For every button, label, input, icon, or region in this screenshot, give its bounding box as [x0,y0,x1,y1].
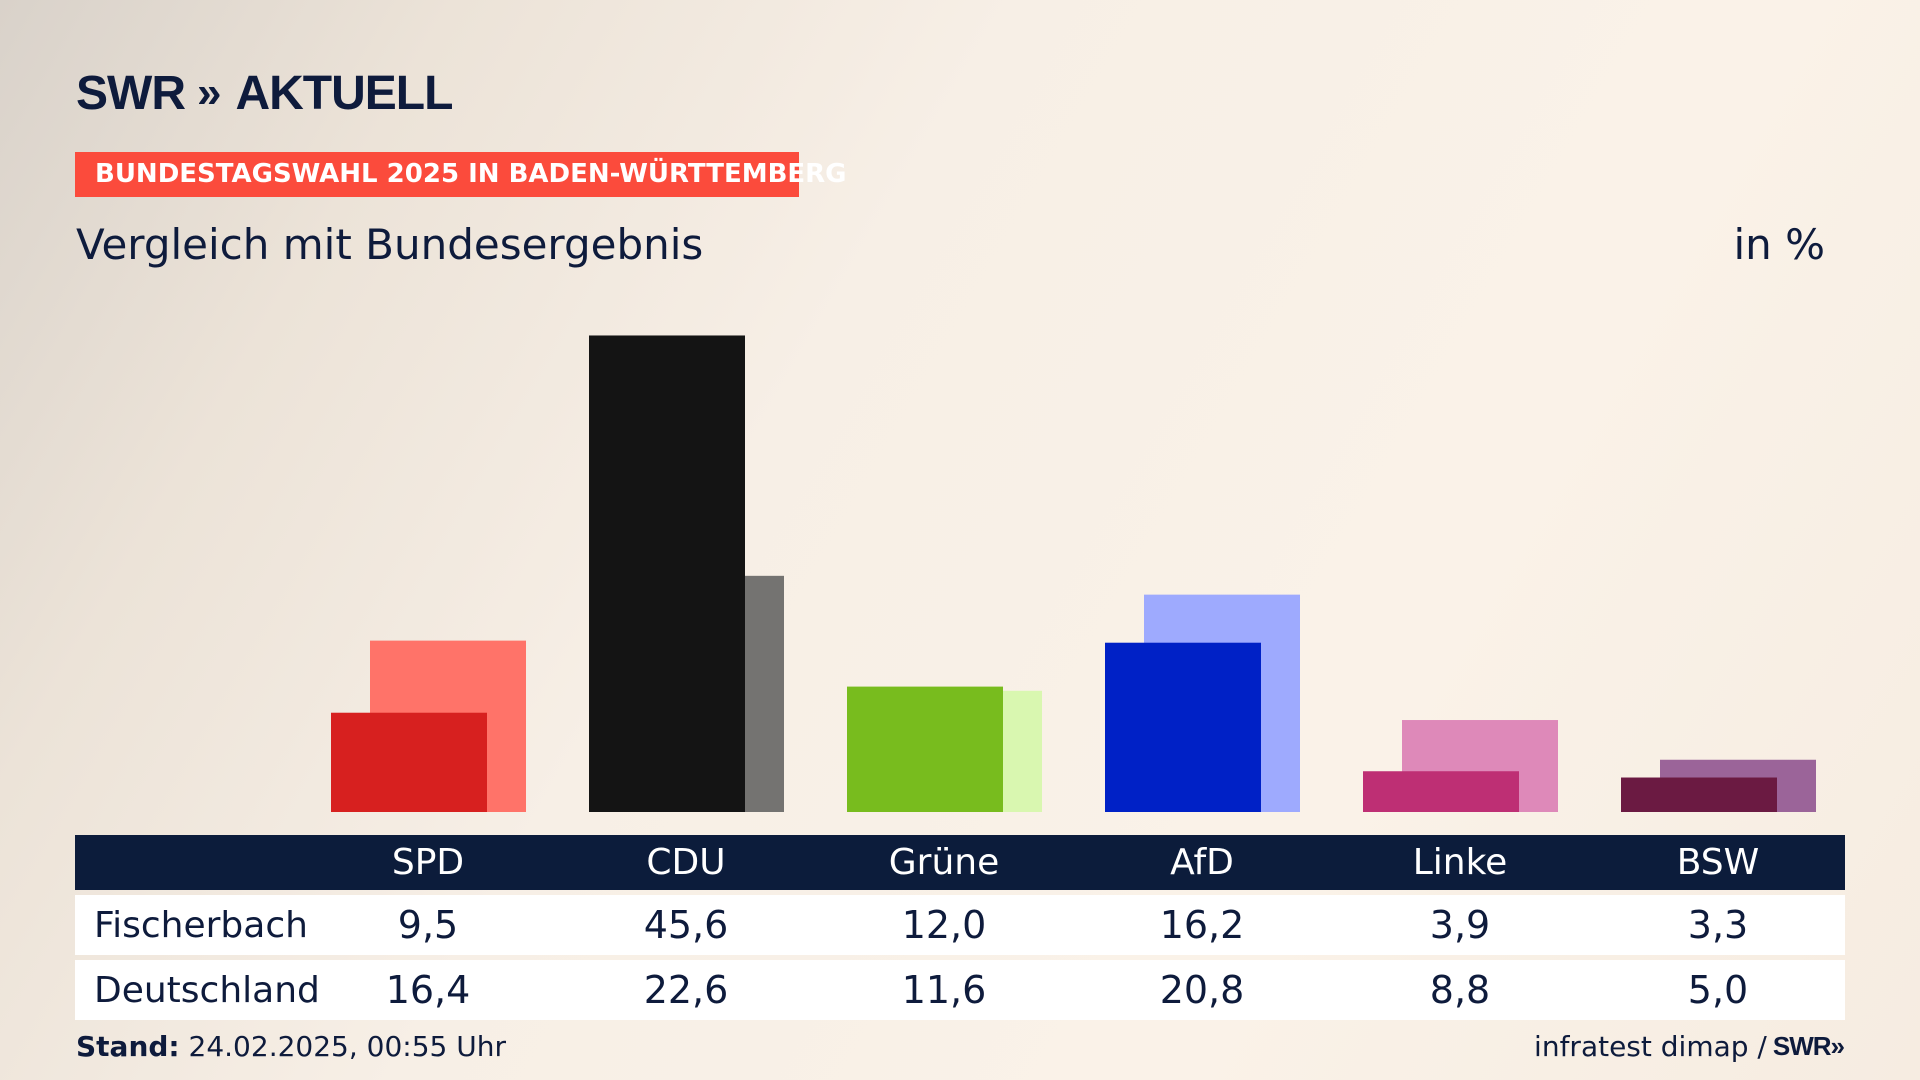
row-label-deutschland: Deutschland [94,969,320,1011]
column-header-linke: Linke [1412,842,1508,883]
swr-mini-logo: SWR» [1772,1031,1845,1061]
value-afd-deutschland: 20,8 [1159,968,1245,1012]
bar-spd-fischerbach [331,712,487,812]
bar-bsw-fischerbach [1621,777,1777,812]
column-header-spd: SPD [391,842,465,883]
bar-afd-fischerbach [1105,642,1261,812]
column-header-afd: AfD [1170,842,1234,883]
column-header-bsw: BSW [1676,842,1760,883]
value-linke-deutschland: 8,8 [1429,968,1491,1012]
stand-label: Stand: [76,1030,180,1063]
value-grüne-deutschland: 11,6 [901,968,987,1012]
value-cdu-fischerbach: 45,6 [643,903,729,947]
table-row-deutschland: Deutschland 16,4 22,6 11,6 20,8 8,8 5,0 [75,960,1845,1020]
timestamp: Stand: 24.02.2025, 00:55 Uhr [76,1030,506,1063]
logo-aktuell: AKTUELL [235,66,453,120]
results-table: SPD CDU Grüne AfD Linke BSW Fischerbach 9,5 45… [75,835,1845,1020]
column-header-cdu: CDU [646,842,726,883]
value-spd-deutschland: 16,4 [385,968,471,1012]
row-label-fischerbach: Fischerbach [94,904,308,946]
value-bsw-deutschland: 5,0 [1687,968,1749,1012]
value-cdu-deutschland: 22,6 [643,968,729,1012]
value-afd-fischerbach: 16,2 [1159,903,1245,947]
bar-chart [331,335,1816,812]
table-header: SPD CDU Grüne AfD Linke BSW [75,835,1845,890]
source-credit: infratest dimap / SWR» [1534,1030,1845,1063]
stand-value: 24.02.2025, 00:55 Uhr [188,1030,506,1063]
bar-grüne-fischerbach [847,686,1003,812]
unit-label: in % [1733,220,1825,269]
value-linke-fischerbach: 3,9 [1429,903,1491,947]
table-row-fischerbach: Fischerbach 9,5 45,6 12,0 16,2 3,9 3,3 [75,895,1845,955]
source-text: infratest dimap / [1534,1030,1767,1063]
election-badge: BUNDESTAGSWAHL 2025 IN BADEN-WÜRTTEMBERG [75,152,847,197]
chart-subtitle: Vergleich mit Bundesergebnis [76,220,704,269]
swr-aktuell-logo: SWR» AKTUELL [76,66,453,120]
logo-swr: SWR [76,66,186,120]
value-spd-fischerbach: 9,5 [397,903,459,947]
bar-cdu-fischerbach [589,335,745,812]
value-bsw-fischerbach: 3,3 [1687,903,1749,947]
column-header-grüne: Grüne [888,842,1000,883]
value-grüne-fischerbach: 12,0 [901,903,987,947]
bar-linke-fischerbach [1363,771,1519,812]
